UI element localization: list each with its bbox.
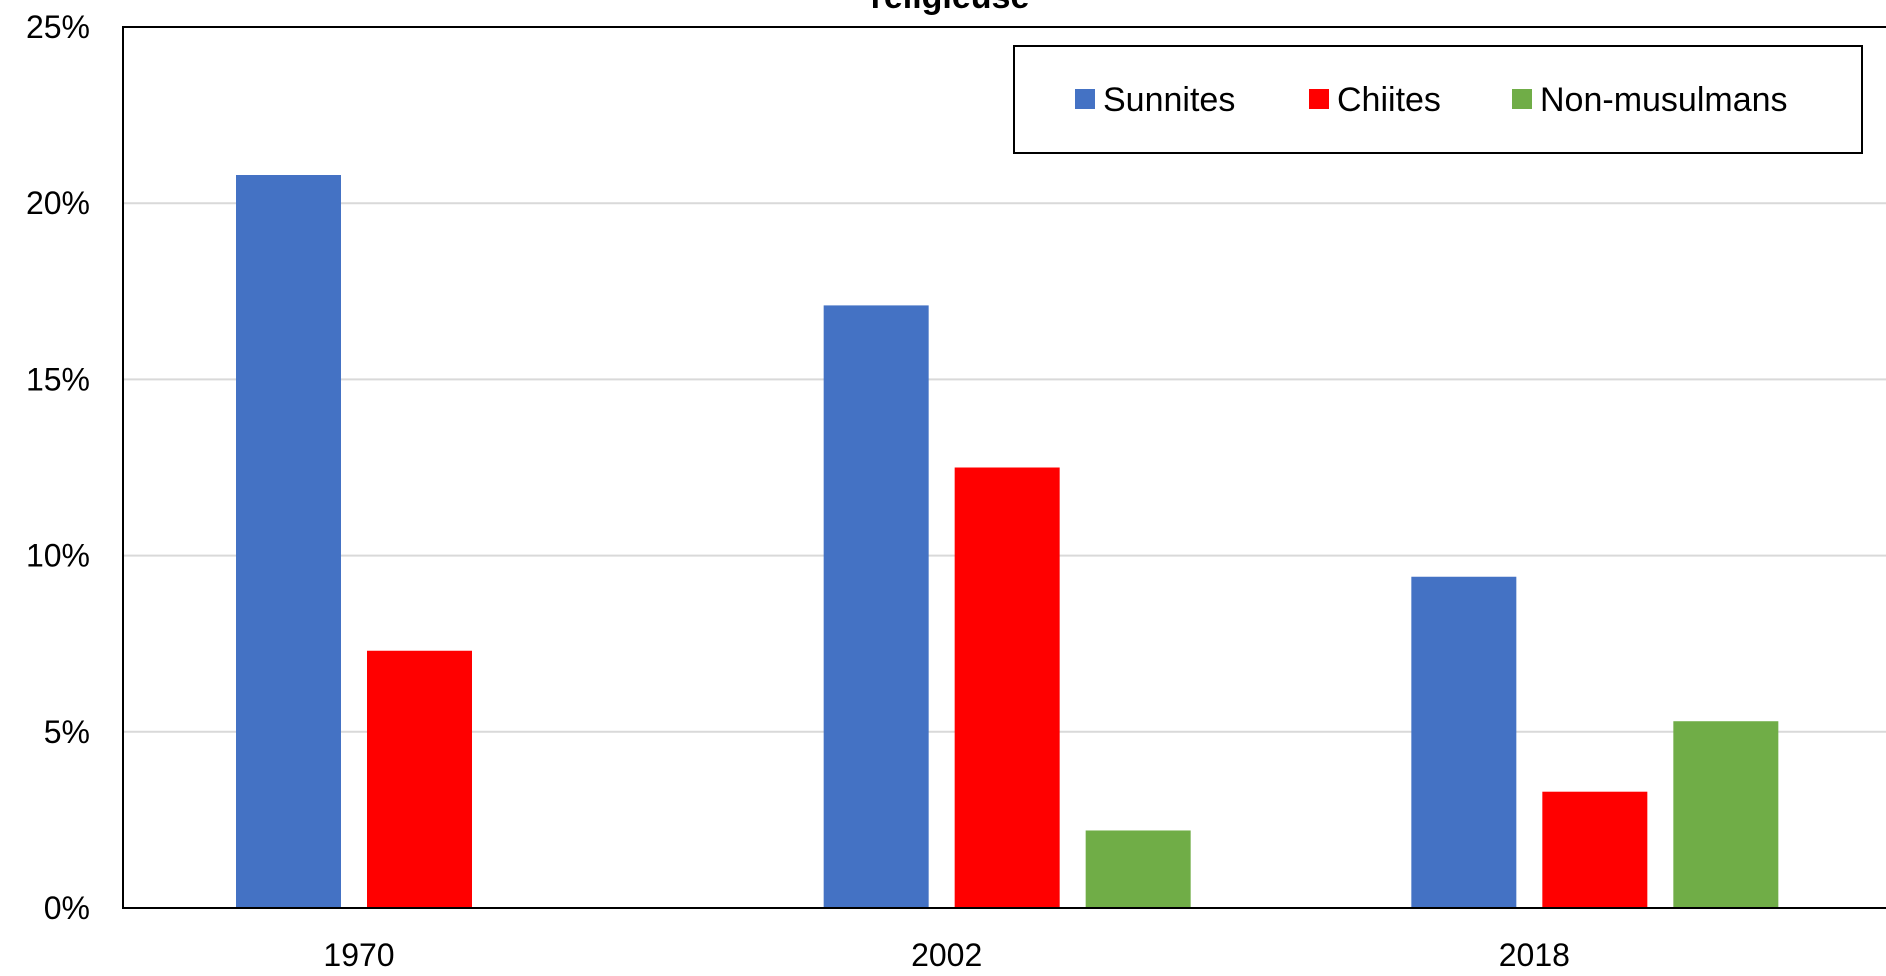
bar-sunnites-1970 <box>236 175 341 908</box>
x-tick-label: 2018 <box>1499 937 1570 971</box>
legend-swatch-chiites <box>1309 89 1329 109</box>
bar-non-musulmans-2018 <box>1673 721 1779 908</box>
y-tick-label: 15% <box>26 361 90 397</box>
y-tick-label: 5% <box>44 714 90 750</box>
y-tick-label: 20% <box>26 185 90 221</box>
bar-sunnites-2018 <box>1411 576 1517 908</box>
legend-label-chiites: Chiites <box>1337 81 1441 119</box>
legend: Sunnites Chiites Non-musulmans <box>1013 45 1863 154</box>
bar-chiites-1970 <box>367 650 472 908</box>
legend-swatch-sunnites <box>1075 89 1095 109</box>
bar-chiites-2002 <box>954 467 1060 908</box>
legend-items: Sunnites Chiites Non-musulmans <box>1075 81 1788 119</box>
chart-title: religieuse <box>871 0 1030 16</box>
y-tick-label: 10% <box>26 538 90 574</box>
x-tick-label: 2002 <box>911 937 982 971</box>
legend-swatch-non-musulmans <box>1512 89 1532 109</box>
bar-sunnites-2002 <box>823 305 929 908</box>
y-tick-label: 0% <box>44 890 90 926</box>
y-tick-label: 25% <box>26 9 90 45</box>
bar-non-musulmans-2002 <box>1085 830 1191 908</box>
legend-label-non-musulmans: Non-musulmans <box>1540 81 1788 119</box>
y-axis-ticks: 0% 5% 10% 15% 20% 25% <box>26 9 90 926</box>
bars <box>236 175 1779 908</box>
bar-chiites-2018 <box>1542 791 1648 908</box>
x-tick-label: 1970 <box>323 937 394 971</box>
x-axis-ticks: 1970 2002 2018 <box>323 937 1570 973</box>
legend-box <box>1013 45 1863 154</box>
legend-label-sunnites: Sunnites <box>1103 81 1235 119</box>
